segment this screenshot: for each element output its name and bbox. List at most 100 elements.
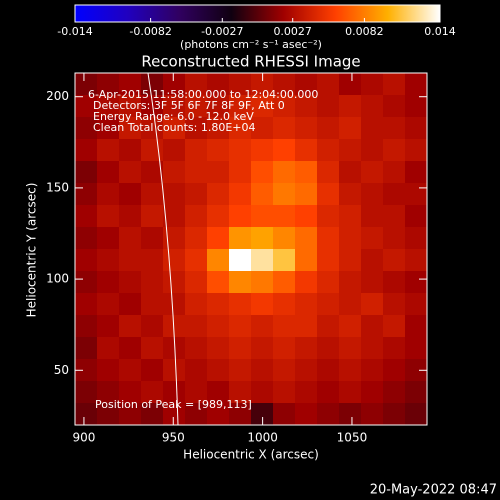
heatmap-cell <box>229 381 252 404</box>
heatmap-cell <box>207 315 230 338</box>
colorbar <box>74 4 441 23</box>
heatmap-cell <box>405 139 428 162</box>
heatmap-cell <box>251 117 274 140</box>
heatmap-cell <box>251 271 274 294</box>
annotation: 6-Apr-2015 11:58:00.000 to 12:04:00.000 <box>88 88 318 101</box>
heatmap-cell <box>163 139 186 162</box>
heatmap-cell <box>141 359 164 382</box>
heatmap-cell <box>185 205 208 228</box>
heatmap-cell <box>317 95 340 118</box>
heatmap-cell <box>185 403 208 426</box>
heatmap-cell <box>229 139 252 162</box>
heatmap <box>75 73 428 426</box>
heatmap-cell <box>229 183 252 206</box>
heatmap-cell <box>119 403 142 426</box>
heatmap-cell <box>295 227 318 250</box>
heatmap-cell <box>185 381 208 404</box>
heatmap-cell <box>317 183 340 206</box>
heatmap-cell <box>273 271 296 294</box>
x-tick-label: 1050 <box>337 431 368 445</box>
heatmap-cell <box>75 117 98 140</box>
peak-label: Position of Peak = [989,113] <box>95 398 252 411</box>
heatmap-cell <box>141 227 164 250</box>
heatmap-cell <box>383 359 406 382</box>
heatmap-cell <box>295 205 318 228</box>
heatmap-cell <box>383 315 406 338</box>
heatmap-cell <box>317 139 340 162</box>
heatmap-cell <box>273 293 296 316</box>
heatmap-cell <box>185 139 208 162</box>
heatmap-cell <box>97 73 120 96</box>
heatmap-cell <box>317 293 340 316</box>
heatmap-cell <box>185 315 208 338</box>
heatmap-cell <box>317 337 340 360</box>
heatmap-cell <box>163 205 186 228</box>
heatmap-cell <box>207 117 230 140</box>
colorbar-tick-label: 0.014 <box>424 25 456 38</box>
heatmap-cell <box>339 249 362 272</box>
heatmap-cell <box>163 117 186 140</box>
heatmap-cell <box>317 359 340 382</box>
heatmap-cell <box>229 95 252 118</box>
heatmap-cell <box>405 95 428 118</box>
heatmap-cell <box>361 403 384 426</box>
y-axis-label: Heliocentric Y (arcsec) <box>25 183 39 318</box>
heatmap-cell <box>119 95 142 118</box>
heatmap-cell <box>317 381 340 404</box>
heatmap-cell <box>295 249 318 272</box>
heatmap-cell <box>185 293 208 316</box>
heatmap-cell <box>97 95 120 118</box>
heatmap-cell <box>229 249 252 272</box>
heatmap-cell <box>163 381 186 404</box>
heatmap-cell <box>207 95 230 118</box>
heatmap-cell <box>207 205 230 228</box>
heatmap-cell <box>229 271 252 294</box>
plot-frame <box>74 72 428 426</box>
y-tick-label: 100 <box>46 272 69 286</box>
annotation: Detectors: 3F 5F 6F 7F 8F 9F, Att 0 <box>93 99 285 112</box>
heatmap-cell <box>97 315 120 338</box>
heatmap-cell <box>75 315 98 338</box>
heatmap-cell <box>163 271 186 294</box>
heatmap-cell <box>229 315 252 338</box>
heatmap-cell <box>339 205 362 228</box>
heatmap-cell <box>317 117 340 140</box>
heatmap-cell <box>361 183 384 206</box>
heatmap-cell <box>273 315 296 338</box>
heatmap-cell <box>295 95 318 118</box>
heatmap-cell <box>163 161 186 184</box>
heatmap-cell <box>229 403 252 426</box>
heatmap-cell <box>273 381 296 404</box>
heatmap-cell <box>229 359 252 382</box>
heatmap-cell <box>185 249 208 272</box>
heatmap-cell <box>119 381 142 404</box>
heatmap-cell <box>273 95 296 118</box>
heatmap-cell <box>207 403 230 426</box>
heatmap-cell <box>383 139 406 162</box>
heatmap-cell <box>141 293 164 316</box>
heatmap-cell <box>317 271 340 294</box>
heatmap-cell <box>295 359 318 382</box>
heatmap-cell <box>405 403 428 426</box>
heatmap-cell <box>97 227 120 250</box>
heatmap-cell <box>251 161 274 184</box>
heatmap-cell <box>273 73 296 96</box>
heatmap-cell <box>185 359 208 382</box>
heatmap-cell <box>361 205 384 228</box>
heatmap-cell <box>339 359 362 382</box>
heatmap-cell <box>273 117 296 140</box>
heatmap-cell <box>251 183 274 206</box>
heatmap-cell <box>295 139 318 162</box>
heatmap-cell <box>361 271 384 294</box>
heatmap-cell <box>141 95 164 118</box>
heatmap-cell <box>251 293 274 316</box>
heatmap-cell <box>207 139 230 162</box>
annotation: Energy Range: 6.0 - 12.0 keV <box>93 110 254 123</box>
heatmap-cell <box>405 73 428 96</box>
heatmap-cell <box>141 161 164 184</box>
heatmap-cell <box>339 381 362 404</box>
heatmap-cell <box>97 139 120 162</box>
heatmap-cell <box>295 381 318 404</box>
heatmap-cell <box>185 337 208 360</box>
